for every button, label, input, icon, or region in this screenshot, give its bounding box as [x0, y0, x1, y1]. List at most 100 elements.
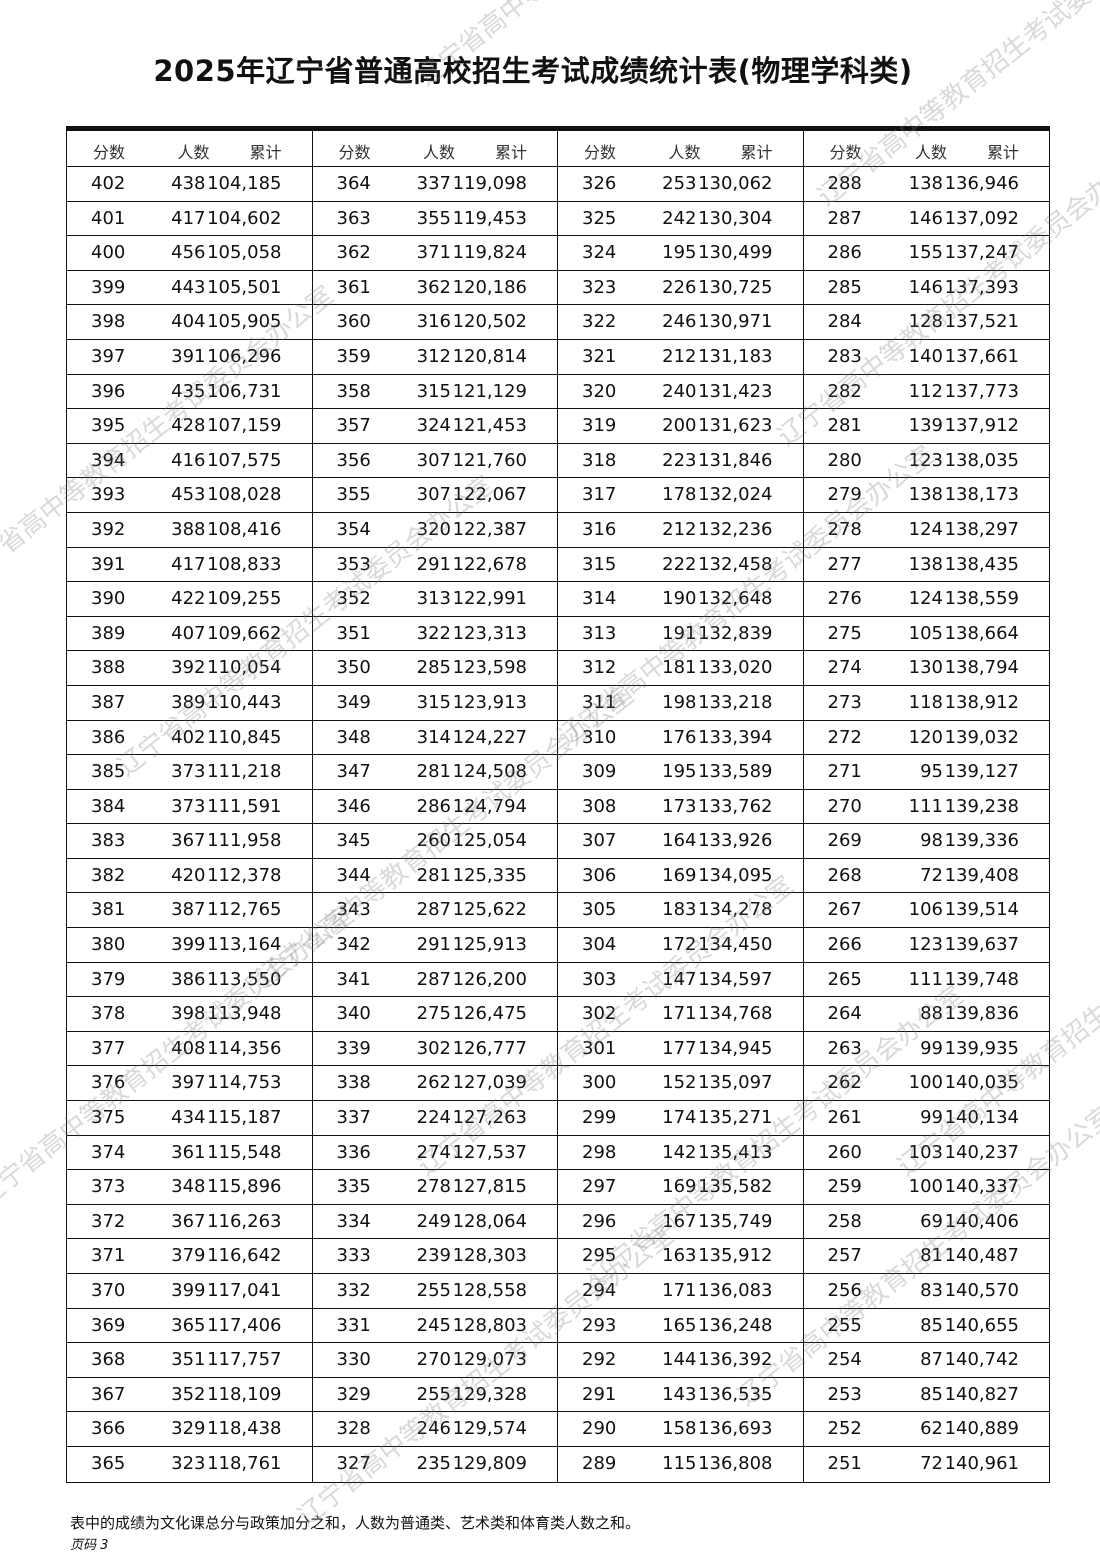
- table-row: 399 443 105,501: [67, 271, 312, 306]
- count-cell: 422: [171, 588, 206, 610]
- score-cell: 328: [336, 1418, 371, 1440]
- header-cumulative: 累计: [494, 143, 527, 162]
- count-cell: 245: [416, 1314, 451, 1336]
- cumulative-cell: 128,303: [452, 1245, 527, 1267]
- score-cell: 307: [582, 830, 617, 852]
- count-cell: 111: [908, 795, 943, 817]
- table-row: 273 118 138,912: [803, 686, 1049, 721]
- score-cell: 255: [827, 1314, 862, 1336]
- score-cell: 392: [91, 518, 126, 540]
- count-cell: 456: [171, 242, 206, 264]
- table-row: 351 322 123,313: [312, 617, 557, 652]
- cumulative-cell: 134,095: [698, 864, 773, 886]
- score-cell: 261: [827, 1107, 862, 1129]
- table-row: 304 172 134,450: [558, 928, 803, 963]
- table-row: 287 146 137,092: [803, 202, 1049, 237]
- count-cell: 100: [908, 1072, 943, 1094]
- table-row: 292 144 136,392: [558, 1343, 803, 1378]
- table-row: 301 177 134,945: [558, 1032, 803, 1067]
- score-cell: 294: [582, 1280, 617, 1301]
- count-cell: 183: [662, 899, 697, 921]
- count-cell: 314: [416, 726, 451, 748]
- count-cell: 174: [662, 1107, 697, 1129]
- cumulative-cell: 116,642: [207, 1245, 282, 1267]
- score-cell: 281: [827, 415, 862, 437]
- count-cell: 387: [171, 899, 206, 921]
- cumulative-cell: 135,413: [698, 1141, 773, 1163]
- score-cell: 325: [582, 207, 617, 229]
- cumulative-cell: 117,757: [207, 1349, 282, 1371]
- table-row: 334 249 128,064: [312, 1205, 557, 1240]
- cumulative-cell: 127,039: [452, 1072, 527, 1094]
- cumulative-cell: 122,991: [452, 588, 527, 610]
- table-row: 305 183 134,278: [558, 893, 803, 929]
- cumulative-cell: 131,623: [698, 415, 773, 437]
- count-cell: 270: [416, 1349, 451, 1371]
- count-cell: 172: [662, 934, 697, 956]
- table-row: 310 176 133,394: [558, 721, 803, 756]
- score-cell: 331: [336, 1314, 371, 1336]
- table-row: 294 171 136,083: [558, 1274, 803, 1309]
- score-cell: 312: [582, 657, 617, 679]
- cumulative-cell: 139,408: [944, 864, 1019, 886]
- count-cell: 99: [920, 1037, 943, 1059]
- table-row: 260 103 140,237: [803, 1136, 1049, 1171]
- score-cell: 284: [827, 311, 862, 333]
- column-group: 分数 人数 累计 326 253 130,062 325 242 130,304 324 195 13…: [558, 131, 804, 1482]
- cumulative-cell: 109,255: [207, 588, 282, 610]
- table-row: 392 388 108,416: [67, 513, 312, 548]
- cumulative-cell: 127,815: [452, 1176, 527, 1198]
- score-cell: 268: [827, 864, 862, 886]
- cumulative-cell: 140,035: [944, 1072, 1019, 1094]
- count-cell: 239: [416, 1245, 451, 1267]
- cumulative-cell: 137,661: [944, 345, 1019, 367]
- score-cell: 371: [91, 1245, 126, 1267]
- count-cell: 417: [171, 207, 206, 229]
- table-row: 361 362 120,186: [312, 271, 557, 306]
- count-cell: 315: [416, 691, 451, 713]
- table-row: 302 171 134,768: [558, 997, 803, 1032]
- count-cell: 324: [416, 415, 451, 437]
- table-row: 380 399 113,164: [67, 928, 312, 963]
- cumulative-cell: 136,535: [698, 1383, 773, 1405]
- cumulative-cell: 129,574: [452, 1418, 527, 1440]
- table-row: 261 99 140,134: [803, 1101, 1049, 1136]
- score-cell: 315: [582, 553, 617, 575]
- column-group: 分数 人数 累计 288 138 136,946 287 146 137,092 286 155 13…: [803, 131, 1049, 1482]
- cumulative-cell: 139,935: [944, 1037, 1019, 1059]
- count-cell: 438: [171, 173, 206, 194]
- count-cell: 255: [416, 1280, 451, 1301]
- count-cell: 316: [416, 311, 451, 333]
- table-row: 343 287 125,622: [312, 893, 557, 929]
- score-cell: 386: [91, 726, 126, 748]
- table-row: 326 253 130,062: [558, 167, 803, 202]
- score-cell: 303: [582, 968, 617, 990]
- table-row: 327 235 129,809: [313, 1447, 558, 1482]
- count-cell: 112: [908, 380, 943, 402]
- score-cell: 316: [582, 518, 617, 540]
- cumulative-cell: 128,064: [452, 1210, 527, 1232]
- score-cell: 377: [91, 1037, 126, 1059]
- table-row: 388 392 110,054: [67, 651, 312, 686]
- cumulative-cell: 115,548: [207, 1141, 282, 1163]
- count-cell: 138: [908, 553, 943, 575]
- cumulative-cell: 119,098: [452, 173, 527, 194]
- table-row: 345 260 125,054: [312, 824, 557, 859]
- table-row: 331 245 128,803: [312, 1309, 557, 1344]
- score-cell: 330: [336, 1349, 371, 1371]
- count-cell: 312: [416, 345, 451, 367]
- table-row: 300 152 135,097: [558, 1066, 803, 1102]
- table-row: 384 373 111,591: [67, 790, 312, 825]
- count-cell: 291: [416, 934, 451, 956]
- count-cell: 143: [662, 1383, 697, 1405]
- table-row: 333 239 128,303: [312, 1239, 557, 1274]
- table-row: 312 181 133,020: [558, 651, 803, 686]
- table-row: 319 200 131,623: [558, 409, 803, 444]
- table-row: 328 246 129,574: [312, 1412, 557, 1447]
- table-row: 311 198 133,218: [558, 686, 803, 721]
- score-cell: 321: [582, 345, 617, 367]
- table-row: 286 155 137,247: [803, 236, 1049, 271]
- table-row: 291 143 136,535: [558, 1378, 803, 1413]
- count-cell: 388: [171, 518, 206, 540]
- score-cell: 391: [91, 553, 126, 575]
